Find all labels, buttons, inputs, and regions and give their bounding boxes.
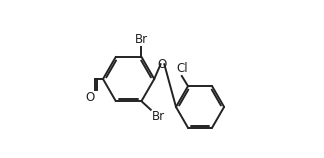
Text: Br: Br [135, 33, 148, 46]
Text: Br: Br [152, 110, 165, 124]
Text: Cl: Cl [176, 62, 188, 75]
Text: O: O [158, 58, 167, 71]
Text: O: O [85, 91, 94, 104]
